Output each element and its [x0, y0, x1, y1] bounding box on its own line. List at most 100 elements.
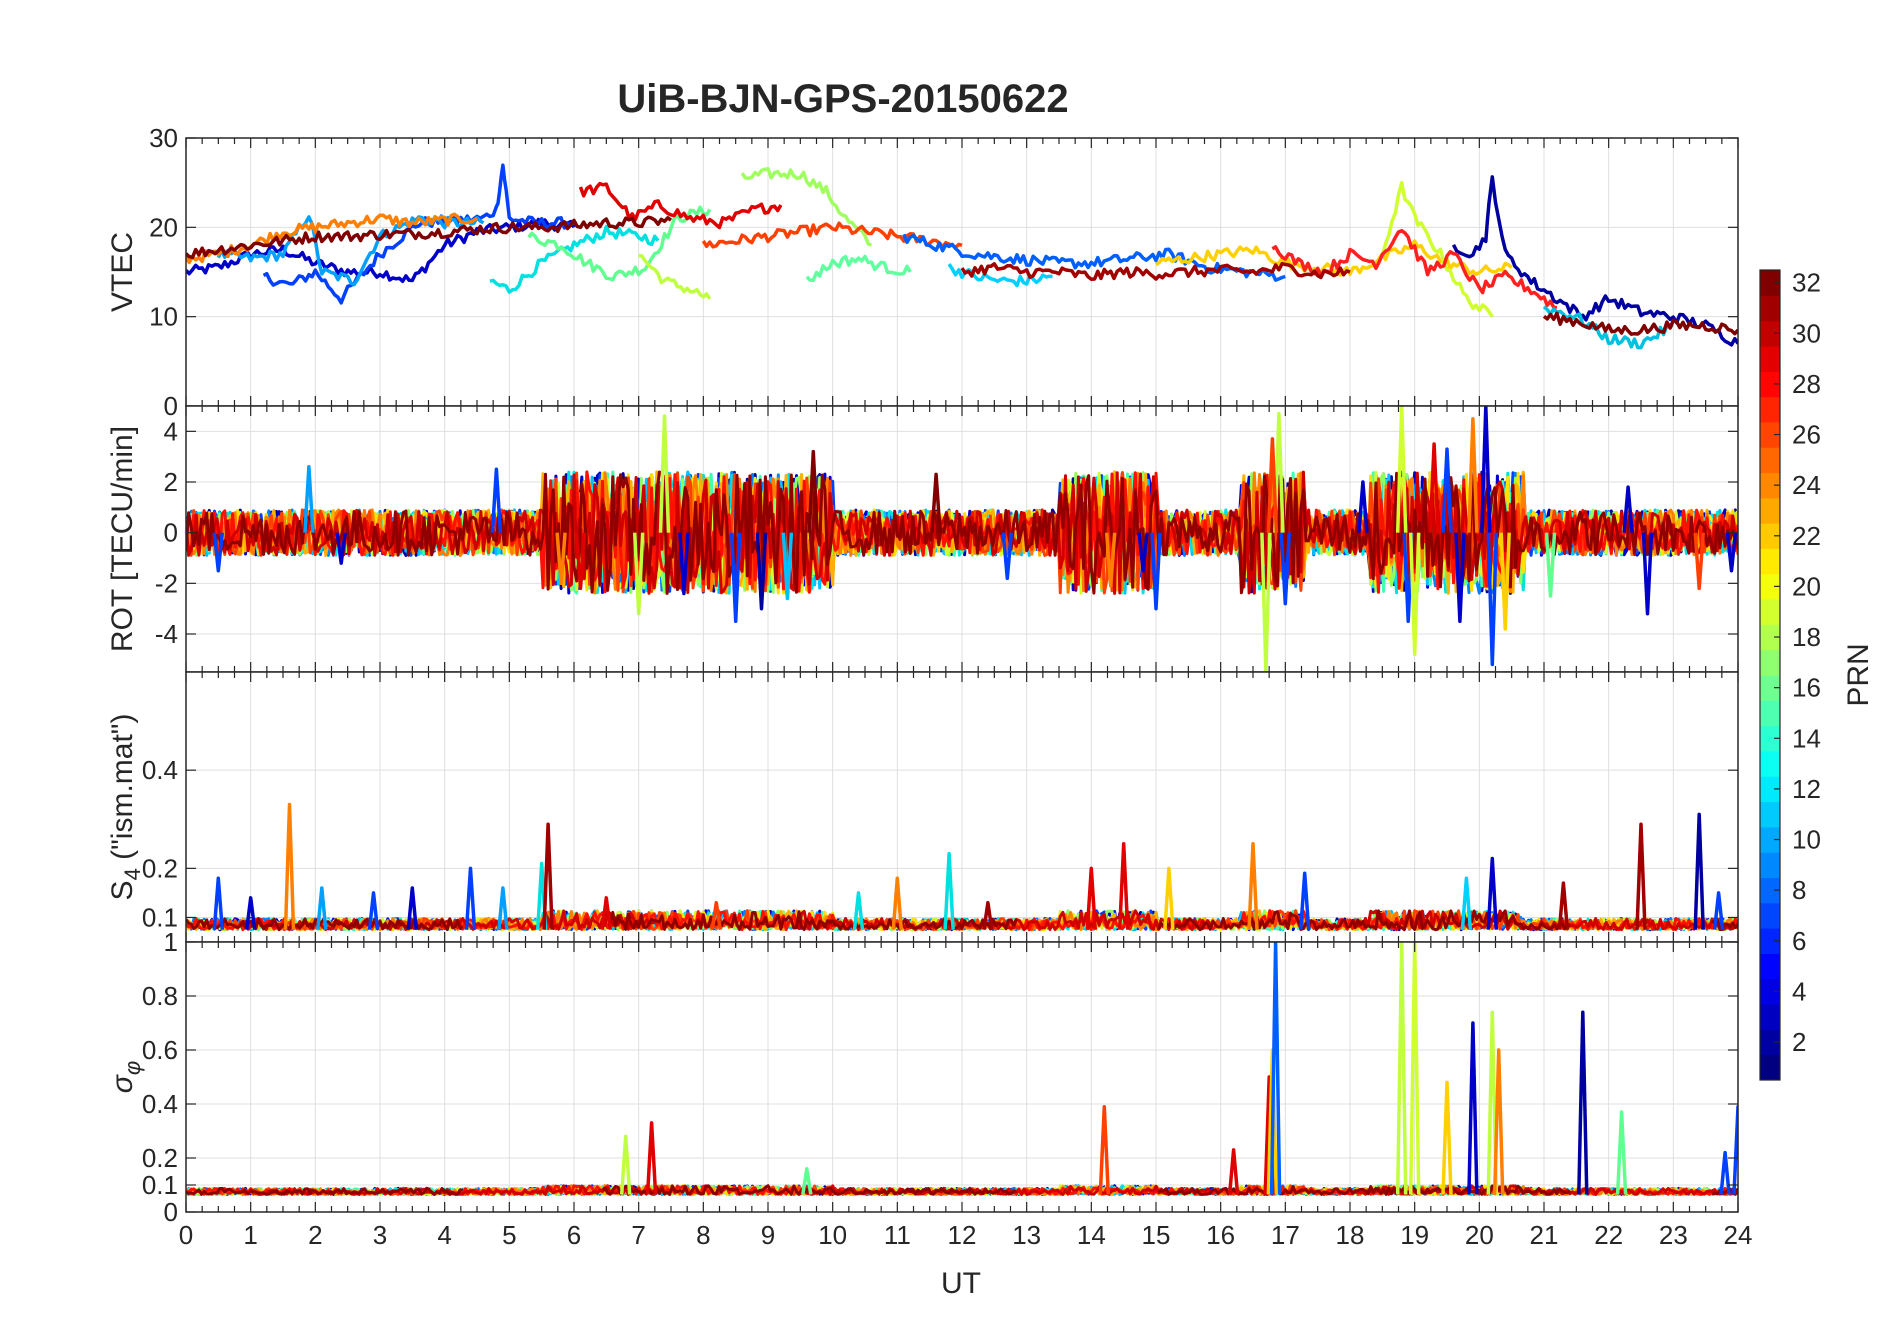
series-line: [1154, 239, 1513, 277]
series-line: [1271, 228, 1558, 310]
panel-rot: -4 -2 0 2 4 ROT [TECU/min]: [106, 405, 1739, 673]
spike-line: [1577, 1010, 1589, 1195]
x-tick-label: 9: [761, 1220, 775, 1250]
y-tick-label: 0: [164, 518, 178, 548]
spike-line: [891, 876, 904, 930]
spike-line: [1269, 942, 1282, 1195]
x-tick-label: 2: [308, 1220, 322, 1250]
y-tick-label: 0.2: [142, 1143, 178, 1173]
x-tick-label: 13: [1012, 1220, 1041, 1250]
x-tick-label: 17: [1271, 1220, 1300, 1250]
colorbar-tick-label: 20: [1792, 571, 1821, 601]
noise-line: [186, 470, 1738, 595]
spike-line: [244, 896, 257, 930]
colorbar-cell: [1760, 573, 1780, 600]
spike-line: [212, 876, 225, 930]
colorbar-cell: [1760, 750, 1780, 777]
spike-line: [335, 532, 347, 565]
y-tick-label: -2: [155, 568, 178, 598]
series-group: [186, 406, 1738, 672]
colorbar-cell: [1760, 852, 1780, 878]
x-tick-label: 21: [1530, 1220, 1559, 1250]
x-tick-label: 10: [818, 1220, 847, 1250]
colorbar-cell: [1760, 877, 1780, 904]
colorbar-tick-label: 10: [1792, 825, 1821, 855]
spike-line: [1486, 856, 1499, 930]
colorbar-tick-label: 28: [1792, 369, 1821, 399]
colorbar-cell: [1760, 548, 1780, 575]
colorbar-tick-label: 12: [1792, 774, 1821, 804]
x-tick-label: 11: [884, 1220, 911, 1250]
x-tick-label: 20: [1465, 1220, 1494, 1250]
spike-line: [1163, 866, 1175, 930]
y-axis-label-main: σ: [106, 1073, 139, 1093]
colorbar-cell: [1760, 953, 1780, 980]
spike-line: [406, 886, 419, 930]
series-line: [489, 224, 660, 294]
colorbar-tick-label: 16: [1792, 673, 1821, 703]
spike-line: [1544, 532, 1557, 598]
spike-line: [464, 866, 477, 930]
y-axis: 0.1 0.2 0.4: [142, 755, 1738, 932]
y-tick-label: -4: [155, 619, 178, 649]
spike-line: [1615, 1110, 1628, 1195]
x-tick-label: 12: [948, 1220, 977, 1250]
colorbar-tick-label: 4: [1792, 976, 1806, 1006]
spike-line: [1732, 1104, 1738, 1195]
x-tick-labels: 0 1 2 3 4 5 6 7 8 9 10 11 12 13 14 15 16 17 18 19 20 21 22 23 24: [179, 1220, 1753, 1250]
noise-line: [795, 1184, 1212, 1196]
noise-line: [1157, 909, 1571, 932]
colorbar-tick-label: 22: [1792, 521, 1821, 551]
spike-line: [1441, 1080, 1453, 1195]
spike-line: [852, 891, 865, 930]
x-tick-label: 19: [1400, 1220, 1429, 1250]
x-tick-label: 24: [1724, 1220, 1753, 1250]
colorbar-tick-label: 24: [1792, 470, 1821, 500]
series-group: [186, 942, 1738, 1196]
series-line: [1380, 180, 1494, 318]
y-axis-label: S4 ("ism.mat"): [106, 714, 145, 901]
spike-line: [303, 465, 315, 533]
spike-line: [658, 414, 671, 533]
y-tick-label: 0.4: [142, 755, 178, 785]
panel-vtec: 0 10 20 30 VTEC: [106, 123, 1739, 421]
spike-line: [1408, 942, 1421, 1195]
colorbar-cell: [1760, 270, 1780, 296]
x-tick-label: 14: [1077, 1220, 1106, 1250]
colorbar-cell: [1760, 725, 1780, 752]
spike-line: [1428, 442, 1440, 533]
spike-line: [982, 900, 994, 930]
spike-line: [1395, 406, 1408, 533]
colorbar-cell: [1760, 1029, 1780, 1056]
colorbar-cell: [1760, 649, 1780, 676]
colorbar-cell: [1760, 624, 1780, 651]
spike-line: [1298, 871, 1311, 930]
colorbar-cell: [1760, 826, 1780, 853]
colorbar-cell: [1760, 801, 1780, 828]
spike-line: [1279, 532, 1292, 606]
y-axis-label-rest: ("ism.mat"): [106, 714, 139, 869]
spike-line: [1719, 1150, 1731, 1195]
spike-line: [755, 532, 768, 611]
series-line: [740, 167, 873, 247]
colorbar-tick-label: 30: [1792, 318, 1821, 348]
spike-line: [781, 532, 794, 601]
noise-line: [186, 470, 1738, 594]
colorbar-cell: [1760, 447, 1780, 473]
colorbar-frame: [1759, 269, 1781, 1081]
y-axis-label: σφ: [106, 1061, 145, 1093]
colorbar-cell: [1760, 1004, 1780, 1030]
x-tick-label: 8: [696, 1220, 710, 1250]
spike-line: [490, 467, 503, 533]
spike-line: [645, 1121, 658, 1195]
spike-line: [1395, 942, 1408, 1195]
spike-line: [497, 886, 509, 930]
colorbar-tick-label: 2: [1792, 1027, 1806, 1057]
chart-title: UiB-BJN-GPS-20150622: [617, 77, 1068, 121]
colorbar-cell: [1760, 776, 1780, 803]
colorbar-cell: [1760, 497, 1780, 524]
series-group: [186, 163, 1738, 350]
y-tick-label: 0: [164, 391, 178, 421]
